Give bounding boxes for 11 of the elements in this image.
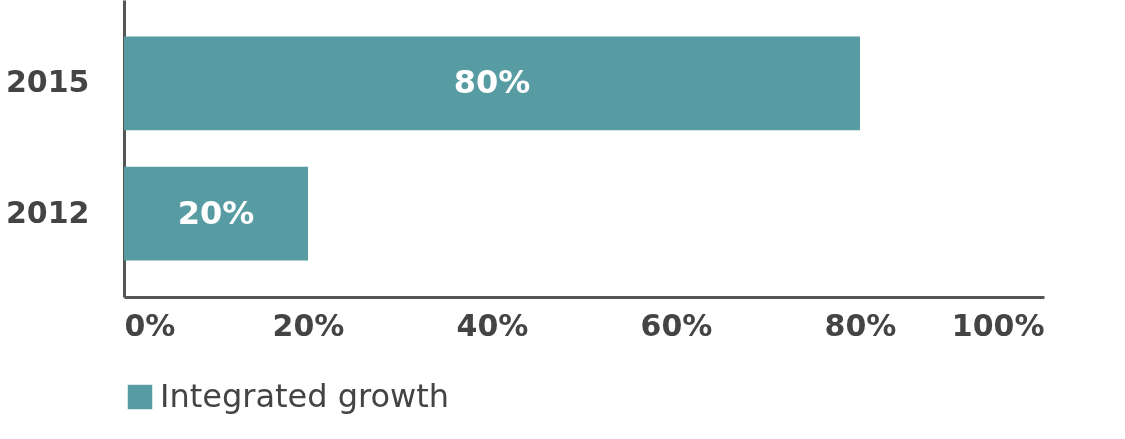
x-tick-label: 100% [951,307,1045,343]
x-tick-label: 80% [824,307,897,343]
x-tick-label: 20% [272,307,345,343]
legend-label: Integrated growth [160,377,450,415]
text: 80% [453,63,531,102]
x-tick-label: 60% [640,307,713,343]
text: 20% [177,193,255,232]
x-tick-label: 0% [124,307,176,343]
y-tick-label: 2012 [6,194,90,230]
x-tick-label: 40% [456,307,529,343]
y-tick-label: 2015 [6,64,90,100]
